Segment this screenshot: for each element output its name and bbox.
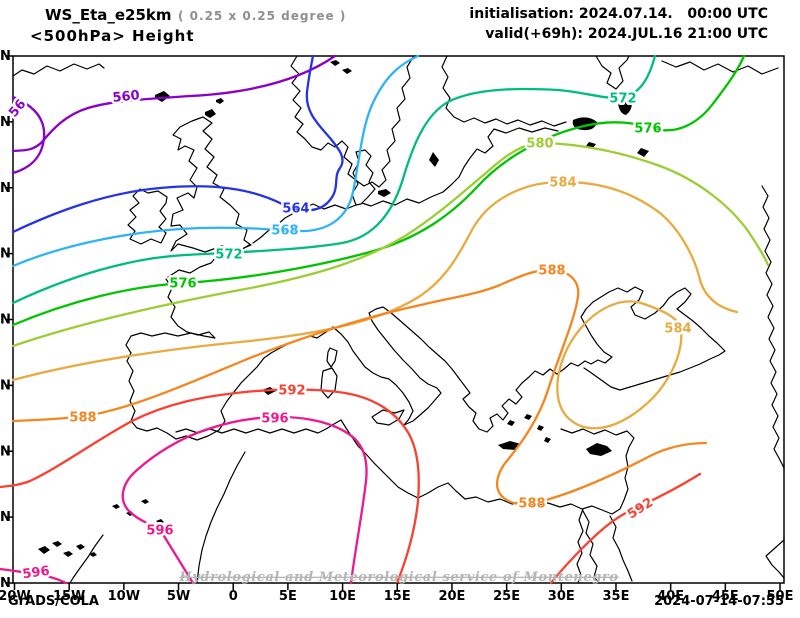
contour-560 bbox=[11, 54, 337, 153]
contour-564 bbox=[11, 54, 344, 234]
contour-label-588: 588 bbox=[538, 264, 565, 279]
chart-title-field: <500hPa> Height bbox=[30, 27, 195, 45]
contour-label-564: 564 bbox=[282, 202, 309, 217]
x-tick-label: 0 bbox=[229, 589, 238, 604]
contour-560 bbox=[11, 95, 46, 175]
y-tick-label: N bbox=[0, 378, 11, 393]
x-tick-label: 15W bbox=[53, 589, 85, 604]
contour-label-596: 596 bbox=[261, 412, 288, 427]
x-tick-label: 35E bbox=[602, 589, 629, 604]
y-tick-label: N bbox=[0, 576, 11, 591]
contour-label-592: 592 bbox=[625, 495, 656, 522]
valid-time: valid(+69h): 2024.JUL.16 21:00 UTC bbox=[485, 26, 768, 42]
contour-584 bbox=[556, 300, 683, 430]
y-tick-label: N bbox=[0, 181, 11, 196]
contour-label-584: 584 bbox=[549, 176, 576, 191]
y-tick-label: N bbox=[0, 49, 11, 64]
chart-resolution: ( 0.25 x 0.25 degree ) bbox=[178, 9, 347, 23]
chart-title-model: WS_Eta_e25km bbox=[45, 6, 172, 24]
contour-label-572: 572 bbox=[215, 248, 242, 263]
y-tick-label: N bbox=[0, 313, 11, 328]
contour-label-596: 596 bbox=[22, 564, 51, 583]
contour-label-588: 588 bbox=[518, 497, 545, 512]
coastlines bbox=[12, 55, 785, 584]
contour-588 bbox=[11, 268, 708, 506]
y-tick-label: N bbox=[0, 510, 11, 525]
contour-labels: 5605656456857257257657658058458458858858… bbox=[4, 86, 694, 585]
contour-568 bbox=[11, 54, 420, 268]
x-tick-label: 20E bbox=[438, 589, 465, 604]
contour-lines bbox=[0, 54, 770, 585]
x-tick-label: 5E bbox=[279, 589, 297, 604]
y-tick-label: N bbox=[0, 247, 11, 262]
y-tick-label: N bbox=[0, 444, 11, 459]
contour-592 bbox=[0, 388, 420, 585]
x-tick-label: 10W bbox=[108, 589, 140, 604]
contour-label-588: 588 bbox=[69, 411, 96, 426]
contour-label-572: 572 bbox=[609, 92, 636, 107]
initialisation-time: initialisation: 2024.07.14. 00:00 UTC bbox=[469, 6, 768, 22]
x-tick-label: 10E bbox=[329, 589, 356, 604]
contour-label-568: 568 bbox=[271, 224, 298, 239]
contour-572 bbox=[11, 54, 657, 305]
contour-label-576: 576 bbox=[169, 277, 196, 292]
y-tick-label: N bbox=[0, 115, 11, 130]
contour-label-560: 560 bbox=[112, 88, 141, 106]
watermark: Hydrological and Meteorological service … bbox=[178, 570, 618, 585]
x-tick-label: 30E bbox=[548, 589, 575, 604]
x-tick-label: 25E bbox=[493, 589, 520, 604]
x-tick-label: 20W bbox=[0, 589, 31, 604]
creation-timestamp: 2024-07-14-07:55 bbox=[654, 594, 784, 609]
axis-ticks: 20W 15W 10W 5W 0 5E 10E 15E 20E 25E 30E 35E 40E 45E 50… bbox=[0, 49, 794, 604]
contour-label-580: 580 bbox=[526, 137, 553, 152]
x-tick-label: 40E bbox=[657, 589, 684, 604]
grads-credit: GrADS/COLA bbox=[8, 594, 99, 609]
contour-label-584: 584 bbox=[664, 322, 691, 337]
contour-596 bbox=[121, 415, 368, 585]
contour-580 bbox=[11, 141, 770, 348]
contour-596 bbox=[0, 567, 68, 585]
contour-592 bbox=[549, 472, 702, 585]
x-tick-label: 15E bbox=[384, 589, 411, 604]
contour-label-596: 596 bbox=[146, 524, 173, 539]
contour-label-592: 592 bbox=[278, 384, 305, 399]
x-tick-label: 50E bbox=[767, 589, 794, 604]
x-tick-label: 45E bbox=[712, 589, 739, 604]
x-tick-label: 5W bbox=[167, 589, 190, 604]
contour-576 bbox=[11, 54, 746, 327]
contour-label-576: 576 bbox=[634, 122, 661, 137]
contour-584 bbox=[11, 180, 739, 382]
